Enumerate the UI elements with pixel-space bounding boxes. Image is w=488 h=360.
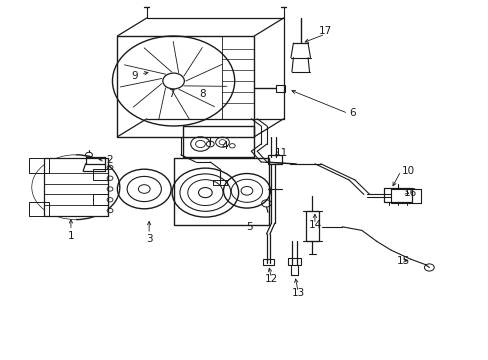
Bar	[93, 194, 107, 205]
Text: 7: 7	[167, 89, 174, 99]
Bar	[267, 155, 281, 164]
Text: 16: 16	[403, 188, 417, 198]
Bar	[263, 259, 273, 265]
Bar	[287, 258, 301, 265]
Bar	[93, 169, 107, 180]
Bar	[29, 158, 49, 173]
Text: 9: 9	[131, 71, 138, 81]
Bar	[183, 126, 254, 157]
Bar	[305, 211, 319, 241]
Text: 17: 17	[318, 26, 331, 36]
Text: 15: 15	[396, 256, 409, 266]
Bar	[276, 85, 285, 92]
Text: 5: 5	[245, 222, 252, 232]
Bar	[383, 188, 411, 202]
Text: 3: 3	[145, 234, 152, 244]
Text: 13: 13	[291, 288, 305, 298]
Bar	[173, 158, 268, 225]
Text: 6: 6	[348, 108, 355, 118]
Text: 10: 10	[401, 166, 414, 176]
Bar	[212, 180, 227, 185]
Bar	[117, 36, 254, 137]
Text: 12: 12	[264, 274, 278, 284]
Text: 4: 4	[221, 141, 228, 151]
Bar	[29, 202, 49, 216]
Circle shape	[163, 73, 184, 89]
Text: 1: 1	[67, 231, 74, 241]
Text: 8: 8	[199, 89, 206, 99]
Text: 11: 11	[274, 148, 287, 158]
Text: 14: 14	[308, 220, 322, 230]
Bar	[44, 158, 107, 216]
Text: 2: 2	[106, 155, 113, 165]
